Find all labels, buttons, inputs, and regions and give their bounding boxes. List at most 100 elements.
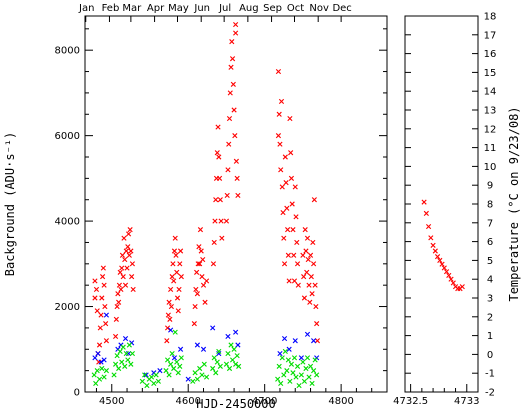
temperature-data-point <box>439 261 445 267</box>
main-data-point <box>301 295 308 301</box>
main-data-point <box>126 342 132 348</box>
main-data-point <box>116 299 122 305</box>
main-data-point <box>192 303 198 310</box>
main-data-point <box>211 239 217 246</box>
main-data-point <box>230 81 236 87</box>
main-data-point <box>225 333 231 340</box>
main-data-point <box>151 380 157 387</box>
main-data-point <box>123 350 129 357</box>
main-data-point <box>167 316 173 322</box>
main-data-point <box>290 227 296 233</box>
main-data-point <box>122 363 128 369</box>
main-data-point <box>287 378 293 384</box>
main-data-point <box>281 372 287 378</box>
main-y-tick-label: 0 <box>74 388 80 399</box>
main-data-point <box>203 278 210 284</box>
main-data-point <box>281 235 287 241</box>
main-x-tick-label: 4600 <box>175 396 200 407</box>
main-data-point <box>124 265 130 271</box>
main-data-point <box>311 338 317 344</box>
main-data-point <box>307 299 313 305</box>
main-data-point <box>288 175 295 181</box>
main-data-point <box>277 350 283 357</box>
main-data-point <box>227 90 233 96</box>
main-plot-frame <box>84 15 388 393</box>
main-data-point <box>214 359 220 365</box>
main-data-point <box>302 227 308 233</box>
main-data-point <box>226 365 233 372</box>
main-data-point <box>275 68 282 75</box>
main-data-point <box>278 98 285 105</box>
side-x-tick-label: 4732.5 <box>393 396 428 407</box>
main-data-point <box>300 252 306 258</box>
side-y-tick-label: 5 <box>487 256 493 267</box>
main-data-point <box>164 325 171 331</box>
main-data-point <box>228 342 234 348</box>
main-data-point <box>193 286 199 293</box>
main-data-point <box>99 295 105 301</box>
main-data-point <box>125 231 132 237</box>
main-data-point <box>203 374 210 380</box>
main-data-point <box>148 374 155 380</box>
side-y-tick-label: 16 <box>484 49 497 60</box>
main-data-point <box>96 376 103 382</box>
main-data-point <box>157 368 163 374</box>
main-data-point <box>122 336 129 342</box>
main-data-point <box>277 141 283 147</box>
main-data-point <box>233 21 239 28</box>
side-y-tick-label: 2 <box>487 312 493 323</box>
main-data-point <box>201 361 207 367</box>
main-data-point <box>101 374 107 380</box>
main-data-point <box>99 365 105 372</box>
main-data-point <box>294 239 300 246</box>
main-data-point <box>226 141 232 147</box>
main-data-point <box>226 115 233 122</box>
main-data-point <box>284 368 290 374</box>
main-data-point <box>234 353 240 359</box>
main-data-point <box>303 248 309 254</box>
main-data-point <box>91 372 97 378</box>
main-x-tick-label: 4500 <box>99 396 124 407</box>
main-data-point <box>210 325 216 331</box>
main-data-point <box>224 192 230 199</box>
main-data-point <box>144 383 150 389</box>
main-data-point <box>171 365 177 372</box>
month-label: Aug <box>239 3 259 14</box>
main-data-point <box>313 303 319 310</box>
side-y-tick-label: 10 <box>484 162 497 173</box>
main-data-point <box>177 261 183 267</box>
main-data-point <box>129 274 135 280</box>
main-data-point <box>229 56 236 62</box>
main-data-point <box>291 355 298 361</box>
main-y-tick-label: 2000 <box>55 302 80 313</box>
temperature-data-point <box>423 210 429 216</box>
main-data-point <box>223 361 230 367</box>
main-data-point <box>112 333 119 340</box>
main-data-point <box>212 218 218 224</box>
main-data-point <box>111 372 117 378</box>
main-data-point <box>94 368 100 374</box>
side-y-tick-label: 18 <box>484 12 497 23</box>
main-data-point <box>278 380 284 387</box>
main-data-point <box>171 278 177 284</box>
main-data-point <box>117 269 123 275</box>
main-data-point <box>129 261 135 267</box>
side-y-tick-label: 14 <box>484 87 497 98</box>
main-data-point <box>174 295 181 301</box>
main-data-point <box>194 376 200 382</box>
side-y-axis-label: Temperature (°C on 9/23/08) <box>507 106 521 301</box>
main-data-point <box>286 346 292 352</box>
side-panel: 4732.5 4733-2-101234567891011121314151617… <box>393 12 521 408</box>
main-data-point <box>103 338 109 344</box>
main-data-point <box>312 357 318 363</box>
month-label: Jun <box>193 3 210 14</box>
main-data-point <box>235 342 241 348</box>
main-data-point <box>92 278 98 284</box>
main-data-point <box>177 248 184 254</box>
main-data-point <box>216 350 222 357</box>
main-data-point <box>192 370 198 376</box>
main-data-point <box>178 355 184 361</box>
main-data-point <box>177 363 183 369</box>
main-data-point <box>283 180 289 186</box>
month-label: Jan <box>78 3 94 14</box>
